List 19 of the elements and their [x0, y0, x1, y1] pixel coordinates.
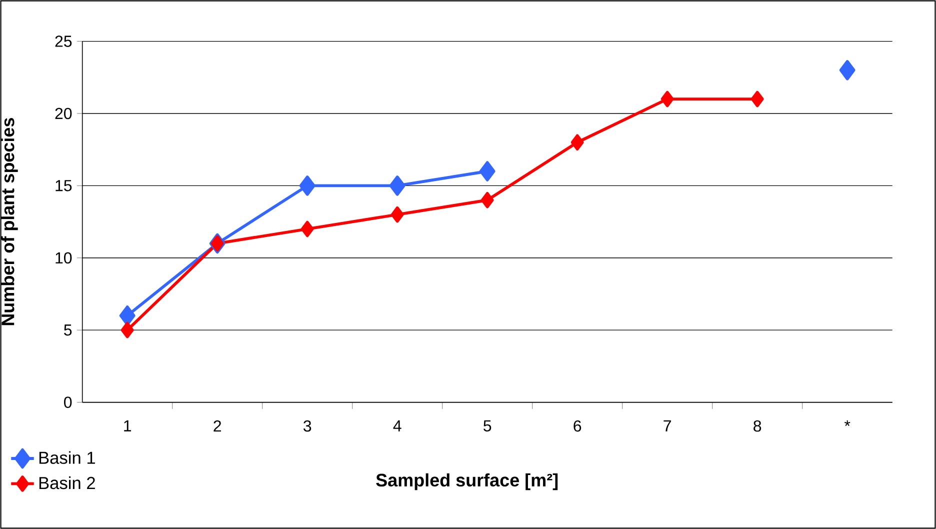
x-tick-label: 6 — [574, 420, 582, 432]
x-tick-label: 3 — [304, 420, 312, 432]
y-tick-label: 10 — [56, 252, 72, 264]
x-tick-label: 1 — [124, 420, 132, 432]
x-axis-title: Sampled surface [m²] — [376, 473, 558, 490]
x-tick-label: 8 — [754, 420, 762, 432]
y-tick-label: 15 — [56, 180, 72, 192]
y-tick-label: 20 — [55, 108, 72, 120]
y-tick-label: 5 — [64, 324, 72, 336]
x-tick-label: * — [844, 420, 850, 426]
x-tick-label: 4 — [393, 420, 402, 432]
x-tick-label: 7 — [664, 420, 671, 432]
legend-label: Basin 1 — [39, 451, 95, 464]
legend-label: Basin 2 — [39, 476, 95, 490]
y-axis-title: Number of plant species — [1, 118, 18, 326]
y-tick-label: 25 — [55, 36, 72, 47]
x-tick-label: 5 — [484, 420, 492, 432]
y-tick-label: 0 — [64, 396, 72, 408]
x-tick-label: 2 — [214, 420, 221, 432]
